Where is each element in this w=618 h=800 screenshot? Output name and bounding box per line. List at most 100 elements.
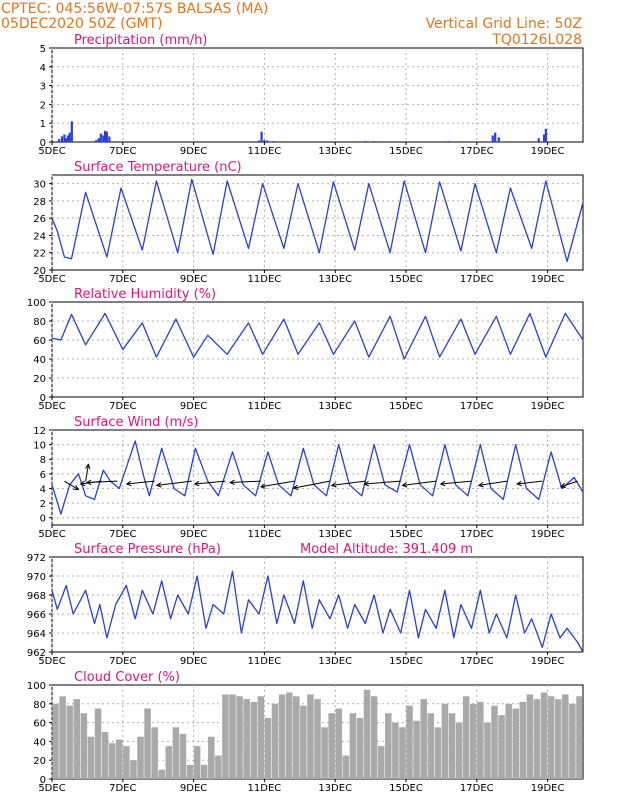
rh-frame	[51, 301, 584, 398]
precip-ytick-label: 4	[40, 63, 46, 74]
cloud-bar	[257, 696, 265, 779]
cloud-xtick-label: 9DEC	[180, 783, 207, 794]
cloud-bar	[554, 699, 562, 779]
cloud-bar	[399, 727, 406, 779]
wind-vector	[86, 480, 118, 484]
precip-bar	[99, 133, 102, 142]
wind-vector-head	[401, 482, 408, 488]
cloud-bar	[335, 708, 342, 779]
cloud-ytick-label: 40	[33, 737, 46, 748]
cloud-ytick-label: 0	[40, 775, 46, 786]
temp-xtick-label: 15DEC	[389, 274, 423, 285]
pres-xtick-label: 7DEC	[109, 656, 136, 667]
cloud-bar	[505, 703, 512, 779]
cloud-bar	[87, 736, 95, 779]
cloud-bar	[427, 713, 435, 779]
wind-vector-head	[79, 480, 86, 487]
wind-ytick-label: 6	[40, 470, 46, 481]
wind-vector	[230, 480, 261, 484]
cloud-bar	[80, 713, 88, 779]
grid-line-note: Vertical Grid Line: 50Z	[425, 16, 582, 32]
rh-xtick-label: 19DEC	[531, 401, 565, 412]
wind-ytick-label: 12	[33, 426, 46, 437]
precip-bar	[544, 128, 547, 142]
cloud-bar	[434, 727, 442, 779]
pres-frame	[51, 556, 584, 653]
precip-title: Precipitation (mm/h)	[74, 33, 207, 48]
rh-xtick-label: 13DEC	[318, 401, 352, 412]
precip-bar	[272, 141, 275, 142]
cloud-xtick-label: 15DEC	[389, 783, 423, 794]
rh-ytick-label: 20	[33, 374, 46, 385]
cloud-bar	[73, 699, 81, 779]
cloud-bar	[264, 717, 272, 779]
cloud-bar	[293, 696, 300, 779]
temp-xtick-label: 11DEC	[248, 274, 282, 285]
cloud-bar	[547, 696, 555, 779]
pres-annotation: Model Altitude: 391.409 m	[300, 542, 473, 557]
precip-bar	[497, 137, 500, 142]
wind-xtick-label: 9DEC	[180, 529, 207, 540]
pres-xtick-label: 11DEC	[248, 656, 282, 667]
temp-xtick-label: 9DEC	[180, 274, 207, 285]
cloud-bar	[186, 764, 194, 779]
cloud-bar	[123, 746, 130, 779]
cloud-xtick-label: 11DEC	[248, 783, 282, 794]
pres-xtick-label: 19DEC	[531, 656, 565, 667]
cloud-xtick-label: 13DEC	[318, 783, 352, 794]
wind-vector-head	[193, 480, 200, 487]
rh-ytick-label: 100	[27, 298, 46, 309]
pres-ytick-label: 966	[27, 610, 46, 621]
wind-vector-head	[259, 483, 266, 489]
cloud-xtick-label: 17DEC	[460, 783, 494, 794]
pres-line	[51, 570, 584, 653]
precip-xtick-label: 15DEC	[389, 146, 423, 157]
cloud-title: Cloud Cover (%)	[74, 670, 180, 685]
pres-ytick-label: 964	[27, 629, 46, 640]
cloud-bar	[130, 760, 137, 779]
pres-xtick-label: 13DEC	[318, 656, 352, 667]
wind-vector	[194, 480, 226, 485]
wind-xtick-label: 7DEC	[109, 529, 136, 540]
wind-vector-head	[363, 480, 370, 487]
wind-xtick-label: 17DEC	[460, 529, 494, 540]
temp-xtick-label: 17DEC	[460, 274, 494, 285]
cloud-bar	[300, 705, 307, 779]
precip-xtick-label: 13DEC	[318, 146, 352, 157]
wind-vector-head	[85, 463, 91, 470]
precip-bar	[373, 141, 376, 142]
wind-vector	[331, 480, 366, 486]
wind-vector-head	[73, 485, 80, 491]
cloud-bar	[59, 696, 66, 779]
cloud-bar	[52, 703, 59, 779]
cloud-bar	[512, 708, 519, 779]
precip-bar	[63, 134, 66, 142]
cloud-bar	[576, 696, 583, 779]
cloud-bar	[101, 732, 109, 779]
station-label: CPTEC: 045:56W-07:57S BALSAS (MA)	[1, 1, 269, 17]
cloud-bar	[116, 739, 123, 779]
pres-ytick-label: 970	[27, 572, 46, 583]
cloud-bar	[108, 743, 116, 779]
cloud-bar	[370, 696, 378, 779]
wind-xtick-label: 11DEC	[248, 529, 282, 540]
wind-xtick-label: 13DEC	[318, 529, 352, 540]
cloud-ytick-label: 100	[27, 681, 46, 692]
pres-title: Surface Pressure (hPa)	[74, 542, 221, 557]
precip-xtick-label: 11DEC	[248, 146, 282, 157]
cloud-xtick-label: 7DEC	[109, 783, 136, 794]
cloud-bar	[200, 764, 208, 779]
cloud-bar	[392, 722, 399, 779]
cloud-bar	[519, 701, 527, 779]
cloud-bar	[151, 727, 158, 779]
pres-xtick-label: 9DEC	[180, 656, 207, 667]
temp-xtick-label: 5DEC	[38, 274, 65, 285]
temp-title: Surface Temperature (nC)	[74, 160, 242, 175]
cloud-bar	[215, 755, 222, 779]
cloud-bar	[229, 694, 236, 779]
precip-xtick-label: 19DEC	[531, 146, 565, 157]
cloud-bar	[172, 727, 180, 779]
cloud-bar	[470, 703, 477, 779]
wind-title: Surface Wind (m/s)	[74, 415, 198, 430]
